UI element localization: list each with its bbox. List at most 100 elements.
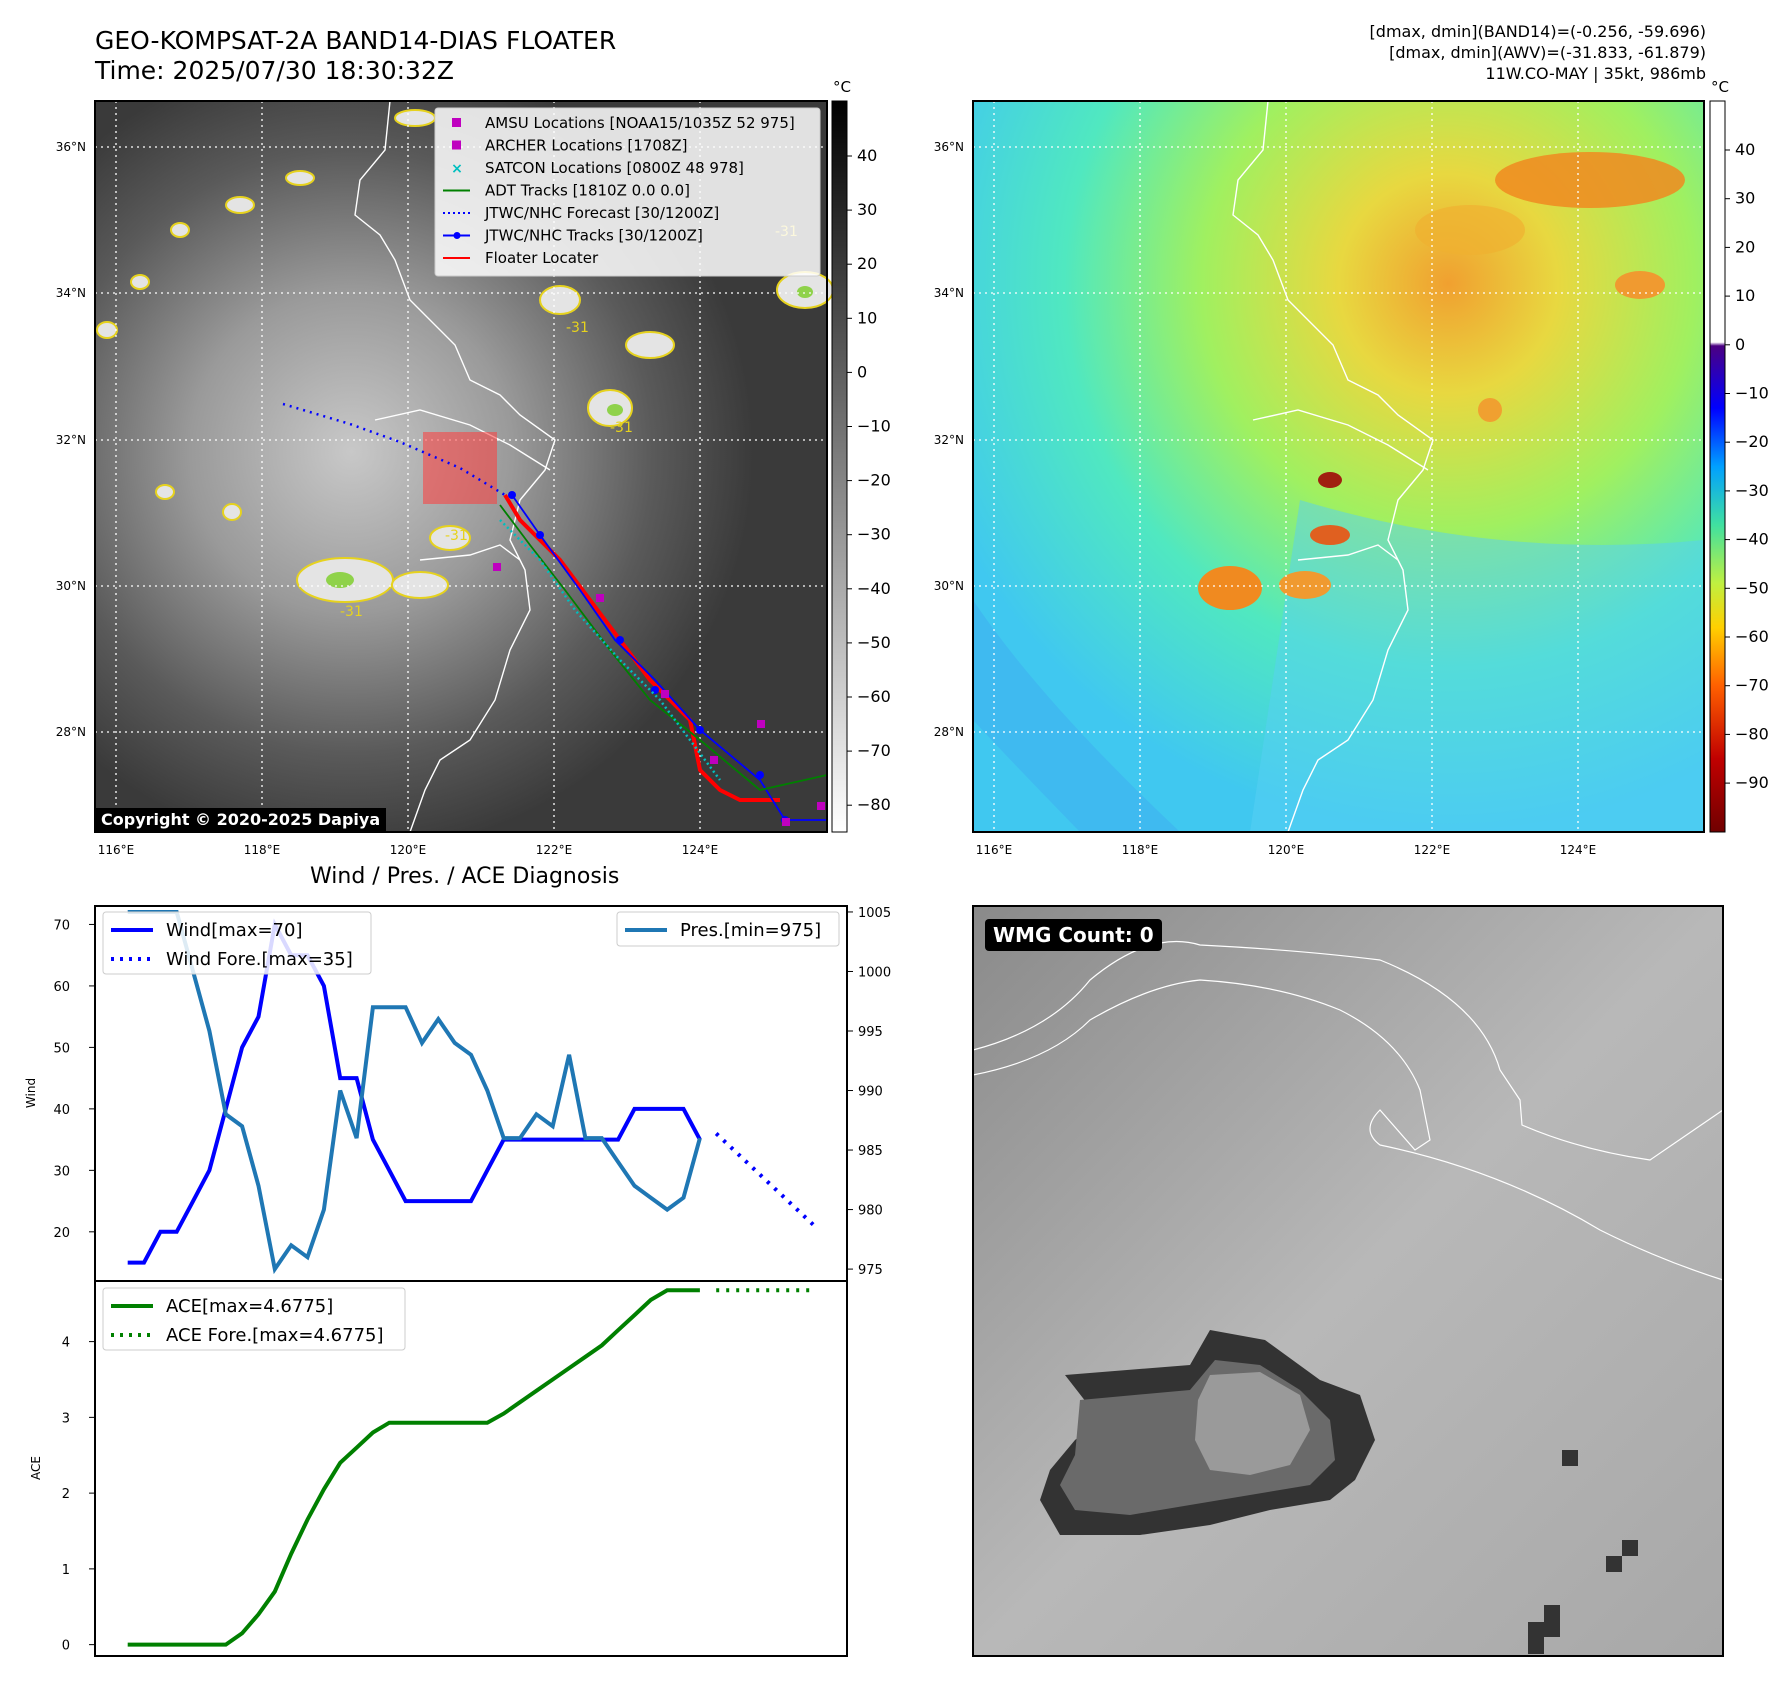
legend-ace: ACE[max=4.6775] <box>166 1296 333 1317</box>
ace-tick: 1 <box>62 1563 70 1578</box>
pressure-tick: 985 <box>858 1144 883 1159</box>
colorbar-tick: −30 <box>1735 481 1769 500</box>
lat-label: 36°N <box>56 140 86 154</box>
ace-tick: 2 <box>62 1487 70 1502</box>
colorbar-tick: −10 <box>1735 384 1769 403</box>
wv-gridlines <box>973 101 1704 832</box>
colorbar-tick: −60 <box>857 687 891 706</box>
ir-colorbar <box>831 100 848 833</box>
floater-locater-track <box>503 493 780 802</box>
time-stamp: Time: 2025/07/30 18:30:32Z <box>95 56 454 85</box>
ir-lat-labels: 36°N 34°N 32°N 30°N 28°N <box>56 140 86 739</box>
ir-lon-labels: 116°E 118°E 120°E 122°E 124°E <box>98 843 719 857</box>
ace-tick: 3 <box>62 1411 70 1426</box>
colorbar-tick: −20 <box>857 471 891 490</box>
lon-label: 118°E <box>244 843 281 857</box>
pressure-tick: 1000 <box>858 965 891 980</box>
colorbar-tick: 30 <box>857 200 877 219</box>
wind-tick: 20 <box>53 1226 70 1241</box>
svg-text:×: × <box>451 161 463 177</box>
pressure-line <box>127 910 702 1275</box>
copyright-badge: Copyright © 2020-2025 Dapiya <box>95 808 387 831</box>
lat-label: 32°N <box>56 433 86 447</box>
colorbar-tick: 10 <box>1735 286 1755 305</box>
floater-box <box>423 432 497 504</box>
legend-item-label: ARCHER Locations [1708Z] <box>485 137 688 155</box>
lat-label: 32°N <box>934 433 964 447</box>
pressure-tick: 1005 <box>858 906 891 921</box>
lon-label: 122°E <box>536 843 573 857</box>
wv-moist-features <box>1198 152 1685 610</box>
colorbar-tick: −40 <box>857 579 891 598</box>
colorbar-tick: 40 <box>857 146 877 165</box>
colorbar-tick: −90 <box>1735 773 1769 792</box>
colorbar-tick: −50 <box>857 633 891 652</box>
jtwc-track <box>511 494 827 821</box>
legend-item: JTWC/NHC Forecast [30/1200Z] <box>443 204 719 222</box>
ace-line <box>127 1288 700 1647</box>
wind-tick: 30 <box>53 1164 70 1179</box>
ace-tick: 0 <box>62 1639 70 1654</box>
lat-label: 28°N <box>56 725 86 739</box>
wmg-coastline <box>972 940 1724 1281</box>
legend-item: ARCHER Locations [1708Z] <box>452 137 688 155</box>
colorbar-tick: −10 <box>857 417 891 436</box>
wind-tick: 40 <box>53 1103 70 1118</box>
ir-coastline <box>354 100 556 833</box>
wind-legend: Wind[max=70] Wind Fore.[max=35] <box>102 911 372 975</box>
contour-label: -31 <box>610 420 633 436</box>
wind-forecast-line <box>714 1132 816 1228</box>
wv-coastline <box>1232 100 1434 833</box>
lon-label: 124°E <box>1560 843 1597 857</box>
ir-colorbar-unit: °C <box>833 78 851 96</box>
pressure-tick: 975 <box>858 1263 883 1278</box>
main-title: GEO-KOMPSAT-2A BAND14-DIAS FLOATER <box>95 26 617 55</box>
lat-label: 28°N <box>934 725 964 739</box>
legend-item: Floater Locater <box>443 249 599 267</box>
ir-legend: AMSU Locations [NOAA15/1035Z 52 975] ARCH… <box>434 107 821 277</box>
colorbar-tick: 10 <box>857 308 877 327</box>
colorbar-tick: −70 <box>857 741 891 760</box>
contour-label: -31 <box>340 604 363 620</box>
legend-item: × SATCON Locations [0800Z 48 978] <box>451 159 744 177</box>
colorbar-tick: −40 <box>1735 530 1769 549</box>
colorbar-tick: −50 <box>1735 578 1769 597</box>
legend-pressure: Pres.[min=975] <box>680 920 821 941</box>
wmg-background <box>973 906 1723 1656</box>
lon-label: 120°E <box>390 843 427 857</box>
lat-label: 30°N <box>56 579 86 593</box>
band14-range: [dmax, dmin](BAND14)=(-0.256, -59.696) <box>1369 22 1706 41</box>
wv-colorbar-ticks: 40 30 20 10 0 −10 −20 −30 −40 −50 −60 −70 −80 −90 <box>1725 140 1769 792</box>
colorbar-tick: −60 <box>1735 627 1769 646</box>
ace-legend: ACE[max=4.6775] ACE Fore.[max=4.6775] <box>102 1287 406 1351</box>
ir-frame <box>94 100 828 833</box>
adt-track <box>499 504 828 791</box>
lon-label: 118°E <box>1122 843 1159 857</box>
storm-info: 11W.CO-MAY | 35kt, 986mb <box>1485 64 1706 83</box>
wind-tick: 70 <box>53 918 70 933</box>
ir-colorbar-ticks: 40 30 20 10 0 −10 −20 −30 −40 −50 −60 −70 −80 <box>847 146 891 814</box>
archer-amsu-markers <box>493 563 825 826</box>
legend-item-label: JTWC/NHC Forecast [30/1200Z] <box>484 204 719 222</box>
colorbar-tick: 0 <box>1735 335 1745 354</box>
ir-map-panel: -31-31-31-31-31 <box>56 78 1769 857</box>
legend-item: ADT Tracks [1810Z 0.0 0.0] <box>443 182 690 200</box>
legend-item-label: ADT Tracks [1810Z 0.0 0.0] <box>485 182 690 200</box>
wv-lat-labels: 36°N 34°N 32°N 30°N 28°N <box>934 140 964 739</box>
pressure-legend: Pres.[min=975] <box>616 911 840 947</box>
wv-colorbar-unit: °C <box>1711 78 1729 96</box>
awv-range: [dmax, dmin](AWV)=(-31.833, -61.879) <box>1389 43 1706 62</box>
colorbar-tick: −30 <box>857 525 891 544</box>
colorbar-tick: −80 <box>857 795 891 814</box>
colorbar-tick: 20 <box>1735 237 1755 256</box>
ace-tick: 4 <box>62 1336 70 1351</box>
contour-label: -31 <box>445 528 468 544</box>
wmg-count-badge: WMG Count: 0 <box>985 919 1162 951</box>
contour-label: -31 <box>566 320 589 336</box>
diagnosis-title: Wind / Pres. / ACE Diagnosis <box>310 864 620 889</box>
lon-label: 120°E <box>1268 843 1305 857</box>
ace-axis-label: ACE <box>29 1456 43 1480</box>
colorbar-tick: −70 <box>1735 676 1769 695</box>
wv-frame <box>972 100 1705 833</box>
diagnosis-panel: 70 60 50 40 30 20 1005 1000 995 990 985 980 975 4 3 2 1 0… <box>24 905 891 1657</box>
